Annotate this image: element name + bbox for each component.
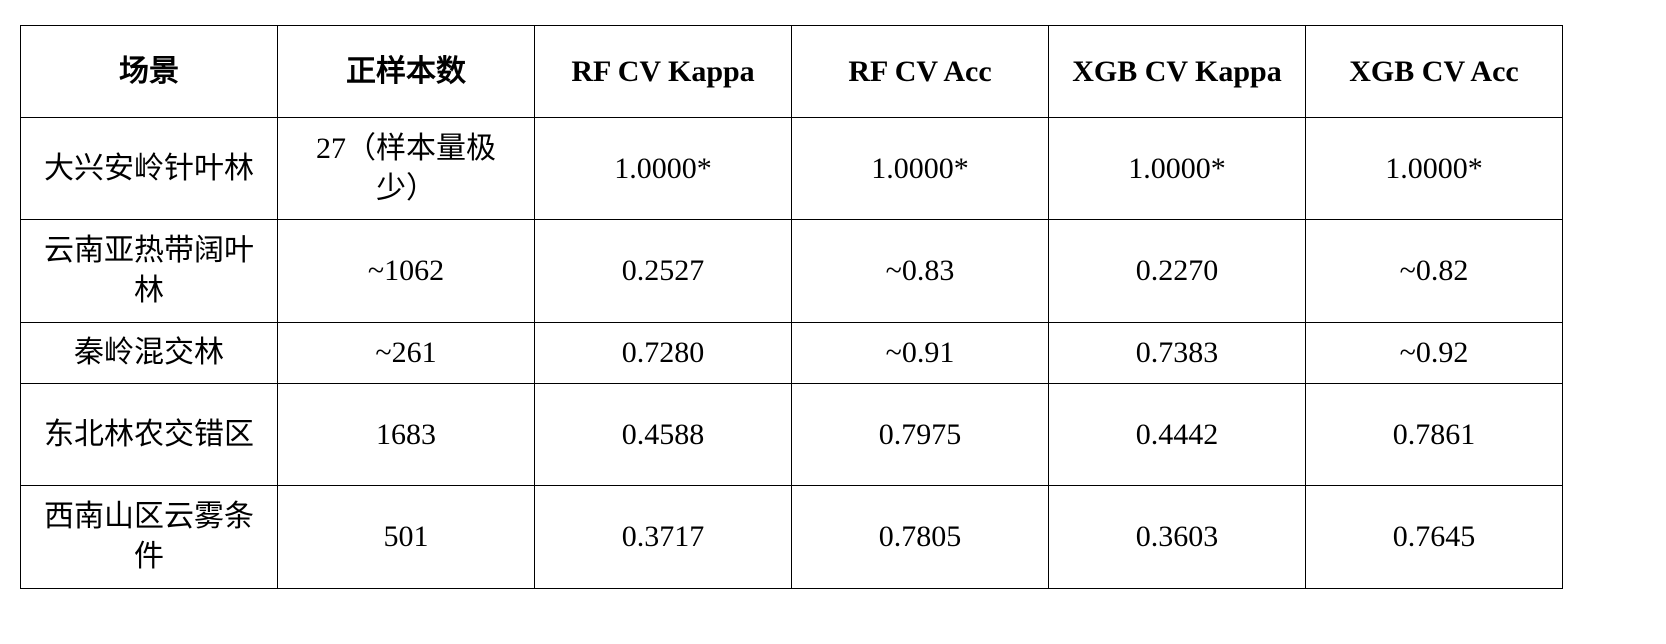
table-cell: 0.4442 <box>1048 383 1306 486</box>
table-cell: ~1062 <box>277 219 535 323</box>
table-cell: 0.2527 <box>534 219 792 323</box>
table-row: 西南山区云雾条件 501 0.3717 0.7805 0.3603 0.7645 <box>20 485 1563 589</box>
results-table: 场景 正样本数 RF CV Kappa RF CV Acc XGB CV Kappa XG… <box>20 25 1563 589</box>
table-cell: ~0.83 <box>791 219 1049 323</box>
table-cell: ~0.82 <box>1305 219 1563 323</box>
table-cell: 云南亚热带阔叶林 <box>20 219 278 323</box>
table-cell: 西南山区云雾条件 <box>20 485 278 589</box>
table-header: 场景 正样本数 RF CV Kappa RF CV Acc XGB CV Kappa XG… <box>20 25 1563 118</box>
table-cell: 1.0000* <box>1305 117 1563 220</box>
table-cell: 0.7645 <box>1305 485 1563 589</box>
table-row: 秦岭混交林 ~261 0.7280 ~0.91 0.7383 ~0.92 <box>20 322 1563 384</box>
table-cell: 大兴安岭针叶林 <box>20 117 278 220</box>
table-row: 云南亚热带阔叶林 ~1062 0.2527 ~0.83 0.2270 ~0.82 <box>20 219 1563 323</box>
table-cell: 0.3603 <box>1048 485 1306 589</box>
table-cell: ~0.91 <box>791 322 1049 384</box>
header-cell: XGB CV Acc <box>1305 25 1563 118</box>
table-cell: 501 <box>277 485 535 589</box>
table-body: 大兴安岭针叶林 27（样本量极少） 1.0000* 1.0000* 1.0000* 1.0… <box>20 117 1563 589</box>
table-cell: 1.0000* <box>1048 117 1306 220</box>
table-cell: 0.2270 <box>1048 219 1306 323</box>
table-cell: 0.7383 <box>1048 322 1306 384</box>
table-cell: 1.0000* <box>534 117 792 220</box>
table-cell: 0.4588 <box>534 383 792 486</box>
table-cell: 0.7280 <box>534 322 792 384</box>
header-cell: RF CV Acc <box>791 25 1049 118</box>
table-cell: 1683 <box>277 383 535 486</box>
header-cell: XGB CV Kappa <box>1048 25 1306 118</box>
header-cell: 场景 <box>20 25 278 118</box>
table-cell: ~0.92 <box>1305 322 1563 384</box>
table-cell: 东北林农交错区 <box>20 383 278 486</box>
header-row: 场景 正样本数 RF CV Kappa RF CV Acc XGB CV Kappa XG… <box>20 25 1563 118</box>
table-cell: 秦岭混交林 <box>20 322 278 384</box>
table-cell: 0.7805 <box>791 485 1049 589</box>
table-cell: 1.0000* <box>791 117 1049 220</box>
table-row: 东北林农交错区 1683 0.4588 0.7975 0.4442 0.7861 <box>20 383 1563 486</box>
header-cell: RF CV Kappa <box>534 25 792 118</box>
table-row: 大兴安岭针叶林 27（样本量极少） 1.0000* 1.0000* 1.0000* 1.0… <box>20 117 1563 220</box>
table-cell: ~261 <box>277 322 535 384</box>
table-cell: 0.3717 <box>534 485 792 589</box>
table-cell: 27（样本量极少） <box>277 117 535 220</box>
header-cell: 正样本数 <box>277 25 535 118</box>
table-cell: 0.7861 <box>1305 383 1563 486</box>
table-cell: 0.7975 <box>791 383 1049 486</box>
